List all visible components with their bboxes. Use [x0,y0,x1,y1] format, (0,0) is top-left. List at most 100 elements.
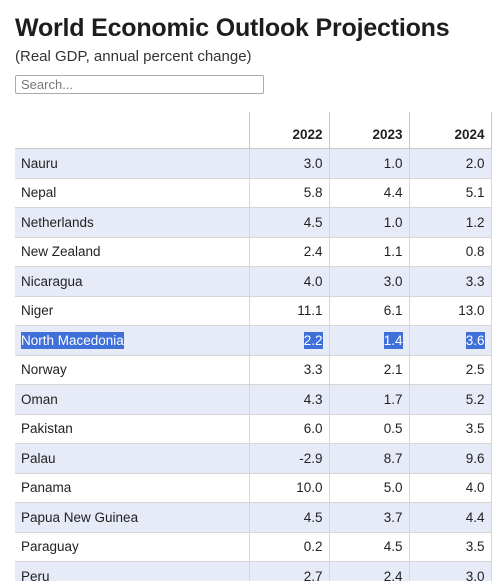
cell-2023: 1.1 [329,237,410,267]
search-input[interactable] [15,75,264,94]
table-row[interactable]: Palau -2.9 8.7 9.6 [15,443,492,474]
cell-2022: 3.3 [249,355,330,385]
cell-country: Oman [15,384,250,415]
cell-2024: 3.6 [409,325,492,356]
cell-country: Papua New Guinea [15,502,250,533]
table-row[interactable]: Nicaragua 4.0 3.0 3.3 [15,266,492,297]
cell-2023-text: 6.1 [383,303,403,319]
table-row[interactable]: Papua New Guinea 4.5 3.7 4.4 [15,502,492,533]
cell-2023-text: 4.5 [383,539,403,555]
cell-2023: 3.7 [329,502,410,533]
table-row[interactable]: Paraguay 0.2 4.5 3.5 [15,532,492,562]
cell-2024-text: 13.0 [458,303,485,319]
cell-country: Niger [15,296,250,326]
cell-2023: 1.0 [329,148,410,179]
cell-country: Nauru [15,148,250,179]
cell-country: Peru [15,561,250,581]
cell-country-text: Papua New Guinea [21,509,139,525]
cell-country: Palau [15,443,250,474]
table-row[interactable]: Oman 4.3 1.7 5.2 [15,384,492,415]
cell-2023: 3.0 [329,266,410,297]
cell-country: North Macedonia [15,325,250,356]
cell-2024: 3.0 [409,561,492,581]
cell-2024: 0.8 [409,237,492,267]
column-header-2023[interactable]: 2023 [329,112,410,149]
table-row[interactable]: New Zealand 2.4 1.1 0.8 [15,237,492,267]
cell-2024: 13.0 [409,296,492,326]
cell-2022-text: 4.5 [303,509,323,525]
cell-2023-text: 1.0 [383,214,403,230]
column-header-country[interactable] [15,112,250,149]
cell-country-text: Nepal [21,185,57,201]
cell-country: Pakistan [15,414,250,444]
cell-2024-text: 3.5 [465,421,485,437]
cell-2022-text: 4.5 [303,214,323,230]
table-row[interactable]: Nepal 5.8 4.4 5.1 [15,178,492,208]
table-body: Nauru 3.0 1.0 2.0 Nepal 5.8 4.4 5.1 Netherlands 4… [15,148,492,581]
cell-2024-text: 3.5 [465,539,485,555]
cell-country: Nepal [15,178,250,208]
cell-2023: 0.5 [329,414,410,444]
cell-2024: 2.0 [409,148,492,179]
cell-country: Panama [15,473,250,503]
cell-2024-text: 3.0 [465,568,485,581]
cell-2022-text: -2.9 [299,450,323,466]
table-row[interactable]: Pakistan 6.0 0.5 3.5 [15,414,492,444]
cell-2022: 4.5 [249,502,330,533]
page-title: World Economic Outlook Projections [15,14,450,42]
cell-2022-text: 3.0 [303,155,323,171]
cell-2022: 4.0 [249,266,330,297]
cell-2024-text: 3.6 [465,331,485,349]
cell-2023: 4.4 [329,178,410,208]
cell-2022: 5.8 [249,178,330,208]
cell-2023: 5.0 [329,473,410,503]
cell-country-text: North Macedonia [21,331,124,349]
table-row[interactable]: Nauru 3.0 1.0 2.0 [15,148,492,179]
cell-country: New Zealand [15,237,250,267]
cell-2024-text: 2.0 [465,155,485,171]
column-header-2022[interactable]: 2022 [249,112,330,149]
cell-country-text: Peru [21,568,50,581]
cell-2023: 2.1 [329,355,410,385]
cell-2022-text: 4.0 [303,273,323,289]
cell-2024-text: 1.2 [465,214,485,230]
cell-2022-text: 0.2 [303,539,323,555]
page-subtitle: (Real GDP, annual percent change) [15,48,252,65]
cell-2024: 4.0 [409,473,492,503]
cell-2022: 2.7 [249,561,330,581]
cell-2023-text: 0.5 [383,421,403,437]
cell-2023: 1.0 [329,207,410,238]
table-row[interactable]: Peru 2.7 2.4 3.0 [15,561,492,581]
cell-2023-text: 4.4 [383,185,403,201]
cell-2024-text: 3.3 [465,273,485,289]
cell-2022-text: 2.2 [303,331,323,349]
table-row[interactable]: Norway 3.3 2.1 2.5 [15,355,492,385]
cell-2024-text: 0.8 [465,244,485,260]
cell-2022: 2.2 [249,325,330,356]
cell-2022-text: 2.4 [303,244,323,260]
cell-2024: 5.1 [409,178,492,208]
table-row[interactable]: Panama 10.0 5.0 4.0 [15,473,492,503]
cell-2024: 1.2 [409,207,492,238]
cell-2024-text: 4.0 [465,480,485,496]
cell-2022-text: 5.8 [303,185,323,201]
cell-2022-text: 2.7 [303,568,323,581]
cell-2023-text: 5.0 [383,480,403,496]
cell-2022: -2.9 [249,443,330,474]
cell-2023: 6.1 [329,296,410,326]
table-row[interactable]: Netherlands 4.5 1.0 1.2 [15,207,492,238]
cell-country-text: Norway [21,362,67,378]
cell-2023-text: 1.7 [383,391,403,407]
table-row[interactable]: North Macedonia 2.2 1.4 3.6 [15,325,492,356]
column-header-2024[interactable]: 2024 [409,112,492,149]
data-table: 2022 2023 2024 Nauru 3.0 1.0 2.0 Nepal 5.8 4.4… [15,112,492,581]
cell-2022: 3.0 [249,148,330,179]
cell-2022-text: 11.1 [297,303,323,319]
cell-country-text: Nauru [21,155,58,171]
cell-2024-text: 2.5 [465,362,485,378]
cell-2023-text: 2.4 [383,568,403,581]
cell-country-text: Nicaragua [21,273,83,289]
table-row[interactable]: Niger 11.1 6.1 13.0 [15,296,492,326]
cell-2024: 3.5 [409,532,492,562]
cell-country-text: Panama [21,480,72,496]
